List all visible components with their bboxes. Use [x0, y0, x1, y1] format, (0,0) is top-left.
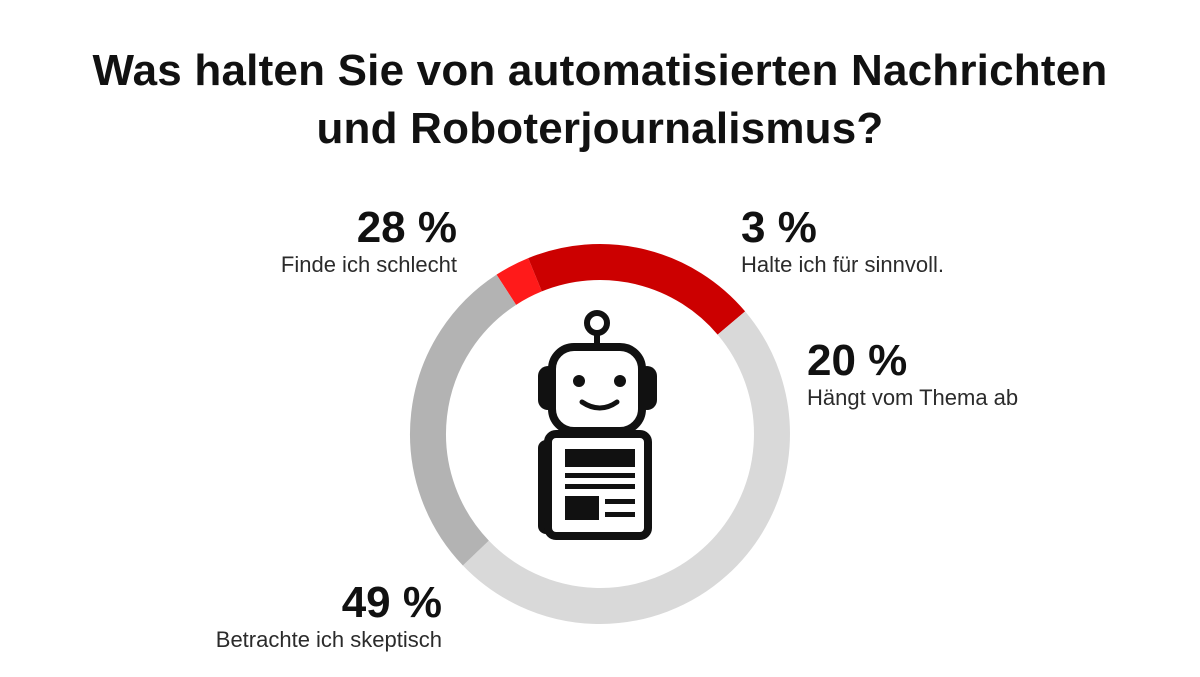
- donut-slice-1: [528, 244, 746, 335]
- label-thema: 20 % Hängt vom Thema ab: [807, 338, 1018, 412]
- label-schlecht: 28 % Finde ich schlecht: [281, 205, 457, 279]
- category-label-thema: Hängt vom Thema ab: [807, 385, 1019, 410]
- label-sinnvoll: 3 % Halte ich für sinnvoll.: [741, 205, 944, 279]
- category-label-skeptisch: Betrachte ich skeptisch: [215, 627, 442, 652]
- chart-title: Was halten Sie von automatisierten Nachr…: [0, 42, 1200, 158]
- value-label-thema: 20 %: [807, 336, 908, 385]
- robot-reading-newspaper-icon: [538, 310, 657, 540]
- donut-slice-0: [496, 258, 543, 306]
- value-label-schlecht: 28 %: [356, 203, 457, 252]
- category-label-sinnvoll: Halte ich für sinnvoll.: [741, 252, 944, 277]
- donut-slice-2: [462, 311, 790, 624]
- donut-slice-3: [410, 274, 517, 566]
- chart-title-line-1: Was halten Sie von automatisierten Nachr…: [92, 46, 1108, 95]
- label-skeptisch: 49 % Betrachte ich skeptisch: [216, 580, 442, 654]
- donut-slices: [410, 244, 790, 624]
- category-label-schlecht: Finde ich schlecht: [280, 252, 457, 277]
- value-label-skeptisch: 49 %: [341, 578, 442, 627]
- chart-title-line-2: und Roboterjournalismus?: [316, 104, 884, 153]
- value-label-sinnvoll: 3 %: [741, 203, 817, 252]
